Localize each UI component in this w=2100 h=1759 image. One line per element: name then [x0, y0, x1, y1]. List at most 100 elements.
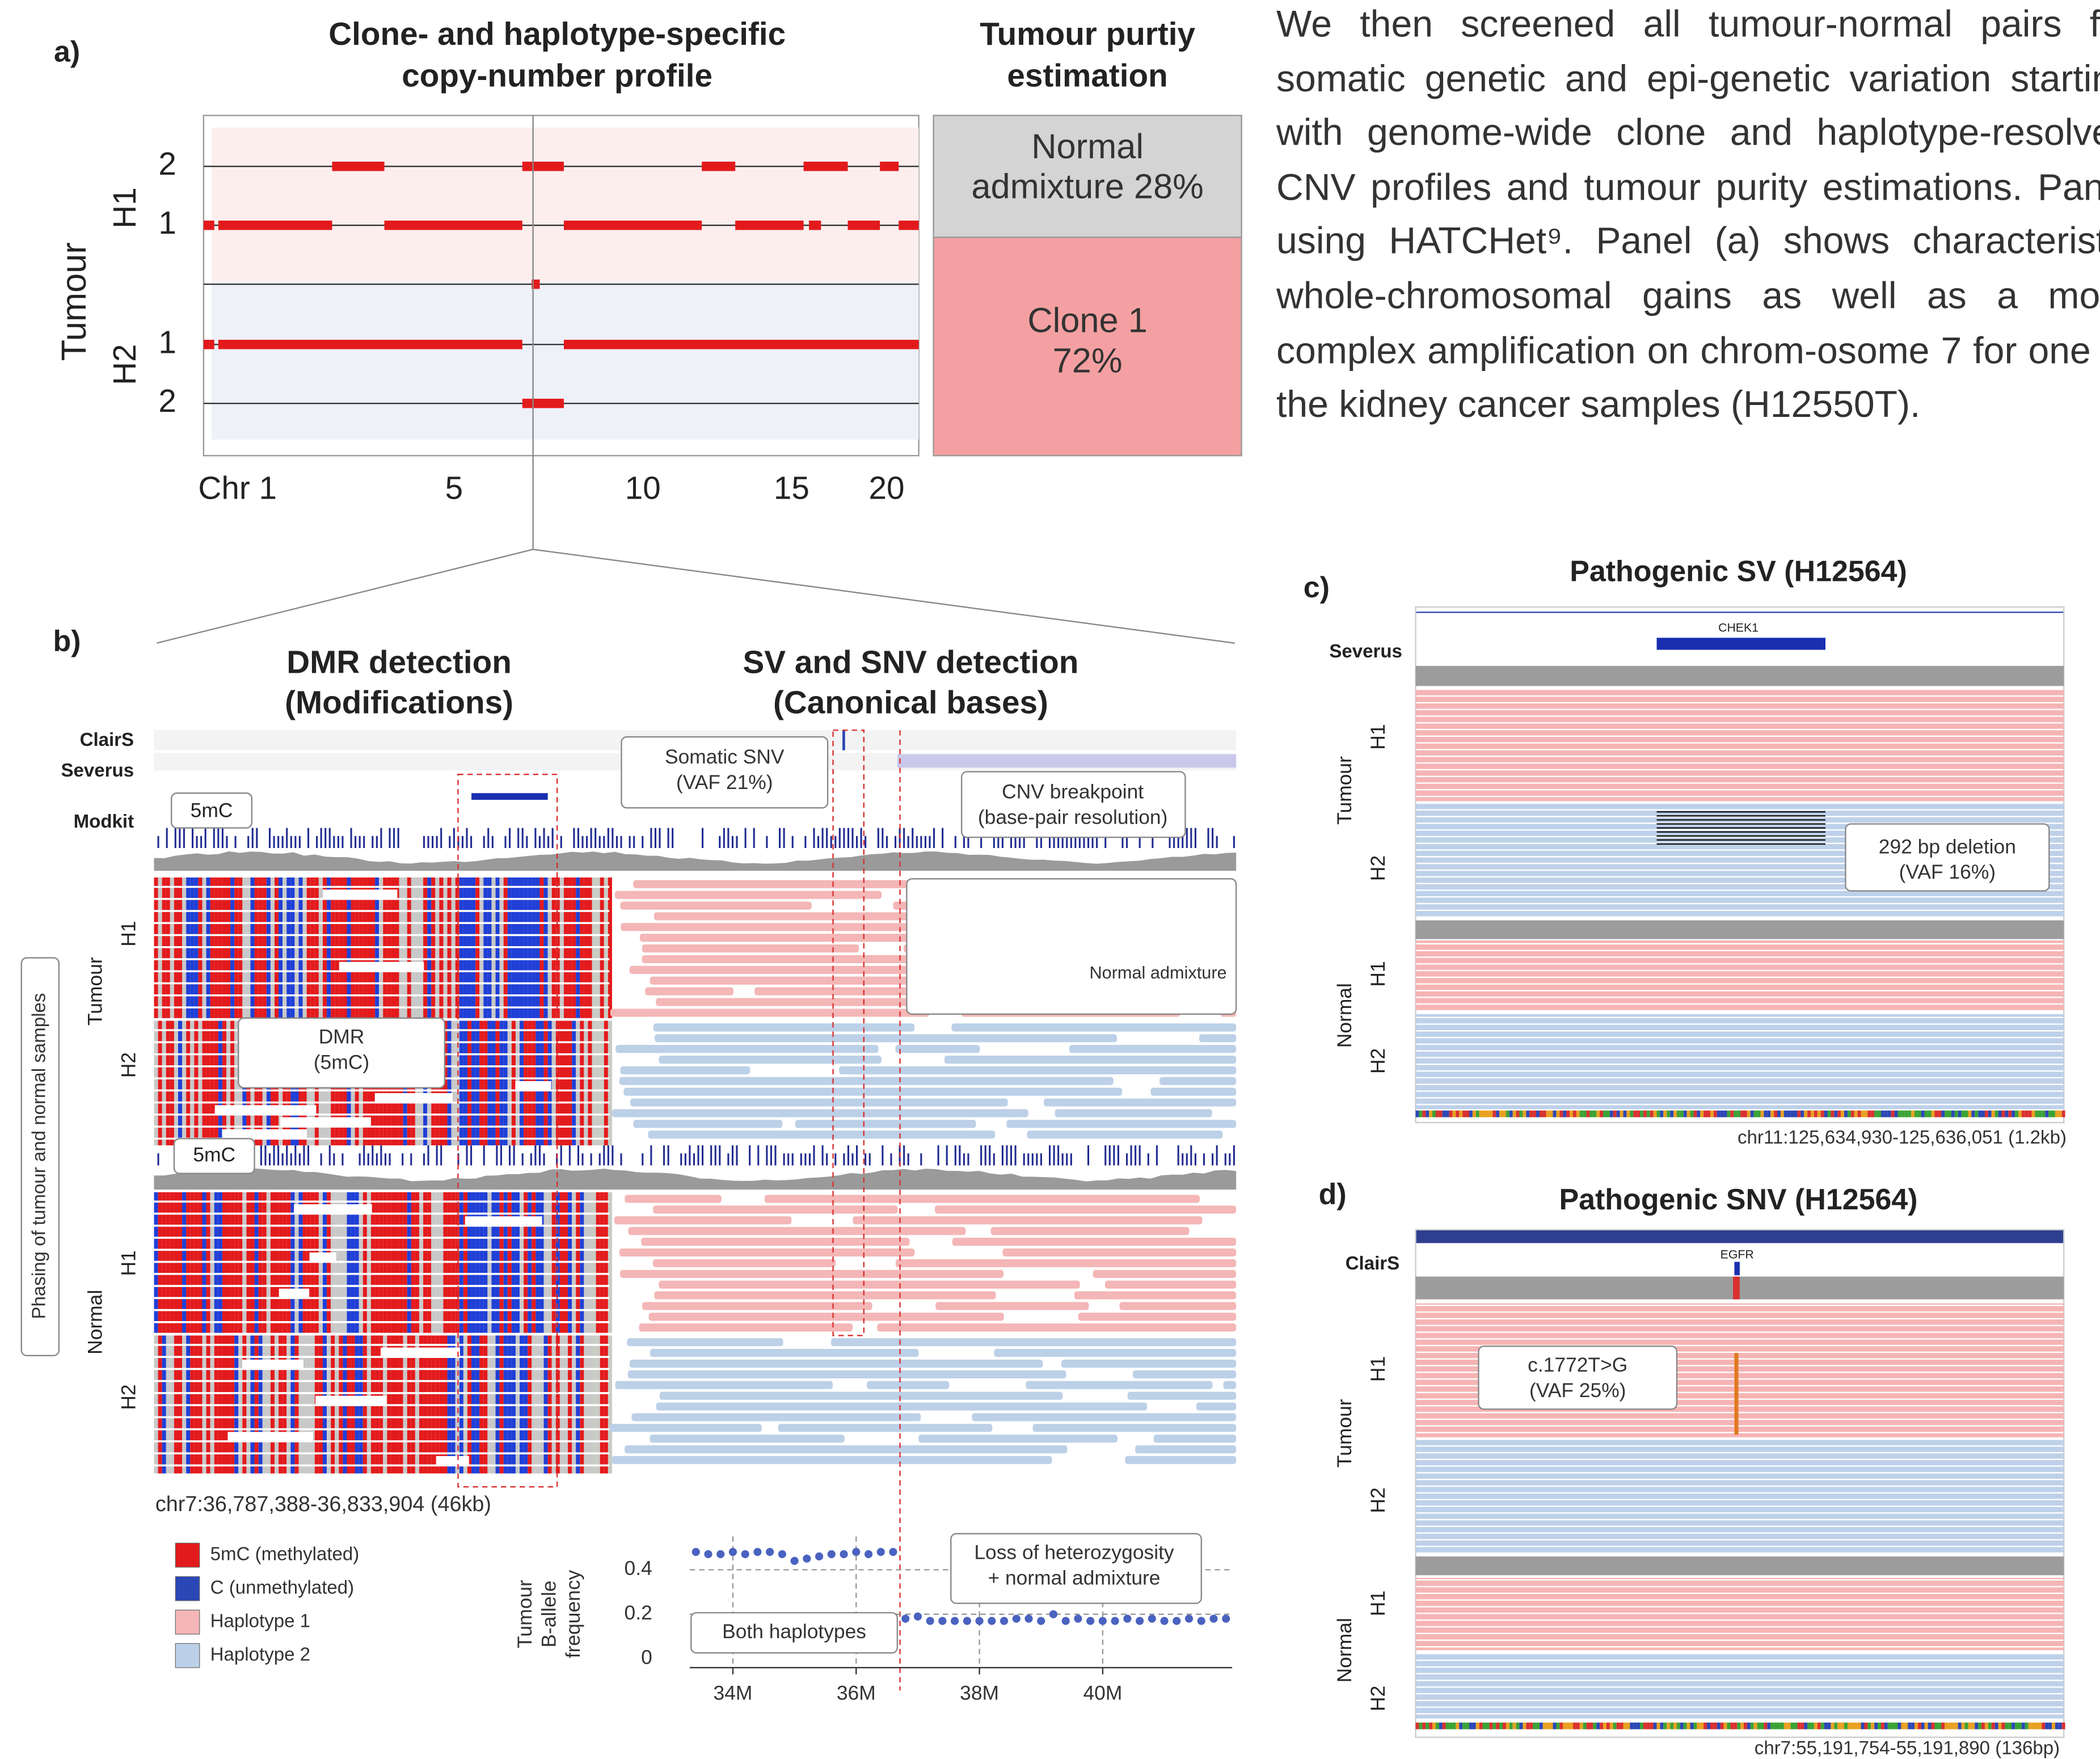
copy-segment — [809, 221, 821, 230]
base — [1626, 1111, 1630, 1117]
base — [1958, 1723, 1962, 1730]
base — [1576, 1111, 1580, 1117]
label: 20 — [868, 471, 904, 507]
base — [1730, 1111, 1734, 1117]
label: 40M — [1083, 1682, 1122, 1705]
label: H2 — [1367, 855, 1389, 881]
legend-swatch — [175, 1576, 199, 1600]
baf-point — [1160, 1617, 1168, 1625]
label: 292 bp deletion — [1879, 835, 2016, 858]
label: (Canonical bases) — [773, 685, 1048, 720]
base — [1633, 1111, 1637, 1117]
label: 5mC (methylated) — [210, 1543, 360, 1564]
baf-point — [976, 1617, 984, 1625]
base — [1821, 1111, 1824, 1117]
base — [1690, 1111, 1694, 1117]
base — [1734, 1111, 1737, 1117]
read — [1196, 1402, 1236, 1410]
label: 15 — [774, 471, 809, 507]
base — [2015, 1111, 2018, 1117]
base — [1587, 1111, 1590, 1117]
copy-segment — [204, 221, 214, 230]
label: Normal — [1333, 983, 1356, 1048]
base — [2001, 1723, 2005, 1730]
baf-point — [938, 1617, 946, 1625]
base — [1975, 1723, 1978, 1730]
base — [1610, 1723, 1613, 1730]
base — [1851, 1723, 1854, 1730]
base — [1921, 1111, 1925, 1117]
base — [1563, 1111, 1566, 1117]
base — [1459, 1723, 1462, 1730]
base — [1429, 1111, 1432, 1117]
copy-segment — [522, 399, 564, 408]
read — [1125, 1456, 1236, 1464]
read — [630, 1099, 1007, 1107]
base — [1509, 1111, 1513, 1117]
base — [2035, 1723, 2038, 1730]
label: 0.2 — [625, 1601, 652, 1624]
read-gap — [227, 1432, 313, 1441]
base — [2015, 1723, 2018, 1730]
base — [1593, 1723, 1596, 1730]
label: H1 — [117, 921, 140, 946]
read — [1133, 1370, 1236, 1378]
base — [1971, 1723, 1975, 1730]
base — [1509, 1723, 1513, 1730]
base — [1794, 1723, 1798, 1730]
read — [654, 1291, 996, 1299]
base — [1546, 1723, 1550, 1730]
base — [1770, 1723, 1774, 1730]
base — [1934, 1723, 1938, 1730]
read — [1033, 1424, 1237, 1432]
base — [1603, 1111, 1606, 1117]
baf-point — [1111, 1617, 1119, 1625]
base — [1543, 1111, 1546, 1117]
base — [1596, 1111, 1600, 1117]
base — [1871, 1723, 1874, 1730]
base — [1476, 1111, 1479, 1117]
base — [1881, 1111, 1884, 1117]
base — [1978, 1723, 1981, 1730]
baf-point — [1074, 1615, 1082, 1623]
read — [952, 1238, 1236, 1246]
base — [2052, 1723, 2055, 1730]
base — [1992, 1111, 1995, 1117]
base — [1737, 1111, 1740, 1117]
baf-point — [1086, 1617, 1094, 1625]
base — [1643, 1723, 1647, 1730]
label: d) — [1319, 1178, 1347, 1211]
base — [1580, 1111, 1583, 1117]
baf-point — [803, 1555, 811, 1563]
label: CNV breakpoint — [1002, 781, 1144, 803]
legend-swatch — [175, 1643, 199, 1667]
base — [1503, 1111, 1506, 1117]
base — [1540, 1723, 1543, 1730]
read — [645, 988, 733, 995]
legend-swatch — [175, 1610, 199, 1634]
baf-point — [1123, 1615, 1131, 1623]
base — [1844, 1723, 1848, 1730]
baf-point — [865, 1550, 872, 1558]
base — [1703, 1723, 1707, 1730]
read — [1135, 1445, 1236, 1453]
base — [1800, 1111, 1804, 1117]
read — [612, 1109, 1028, 1117]
label: Tumour — [54, 242, 94, 361]
base — [1807, 1723, 1811, 1730]
base — [1630, 1723, 1633, 1730]
read — [1027, 1131, 1222, 1138]
base — [1489, 1111, 1492, 1117]
base — [1700, 1111, 1703, 1117]
copy-segment — [385, 221, 522, 230]
copy-segment — [332, 162, 385, 171]
copy-segment — [218, 340, 522, 349]
baf-point — [1136, 1617, 1144, 1625]
base — [2001, 1111, 2005, 1117]
base — [1747, 1111, 1751, 1117]
copy-segment — [522, 162, 564, 171]
base — [1784, 1723, 1787, 1730]
base — [1600, 1111, 1603, 1117]
read — [653, 1023, 914, 1031]
base — [2022, 1723, 2025, 1730]
